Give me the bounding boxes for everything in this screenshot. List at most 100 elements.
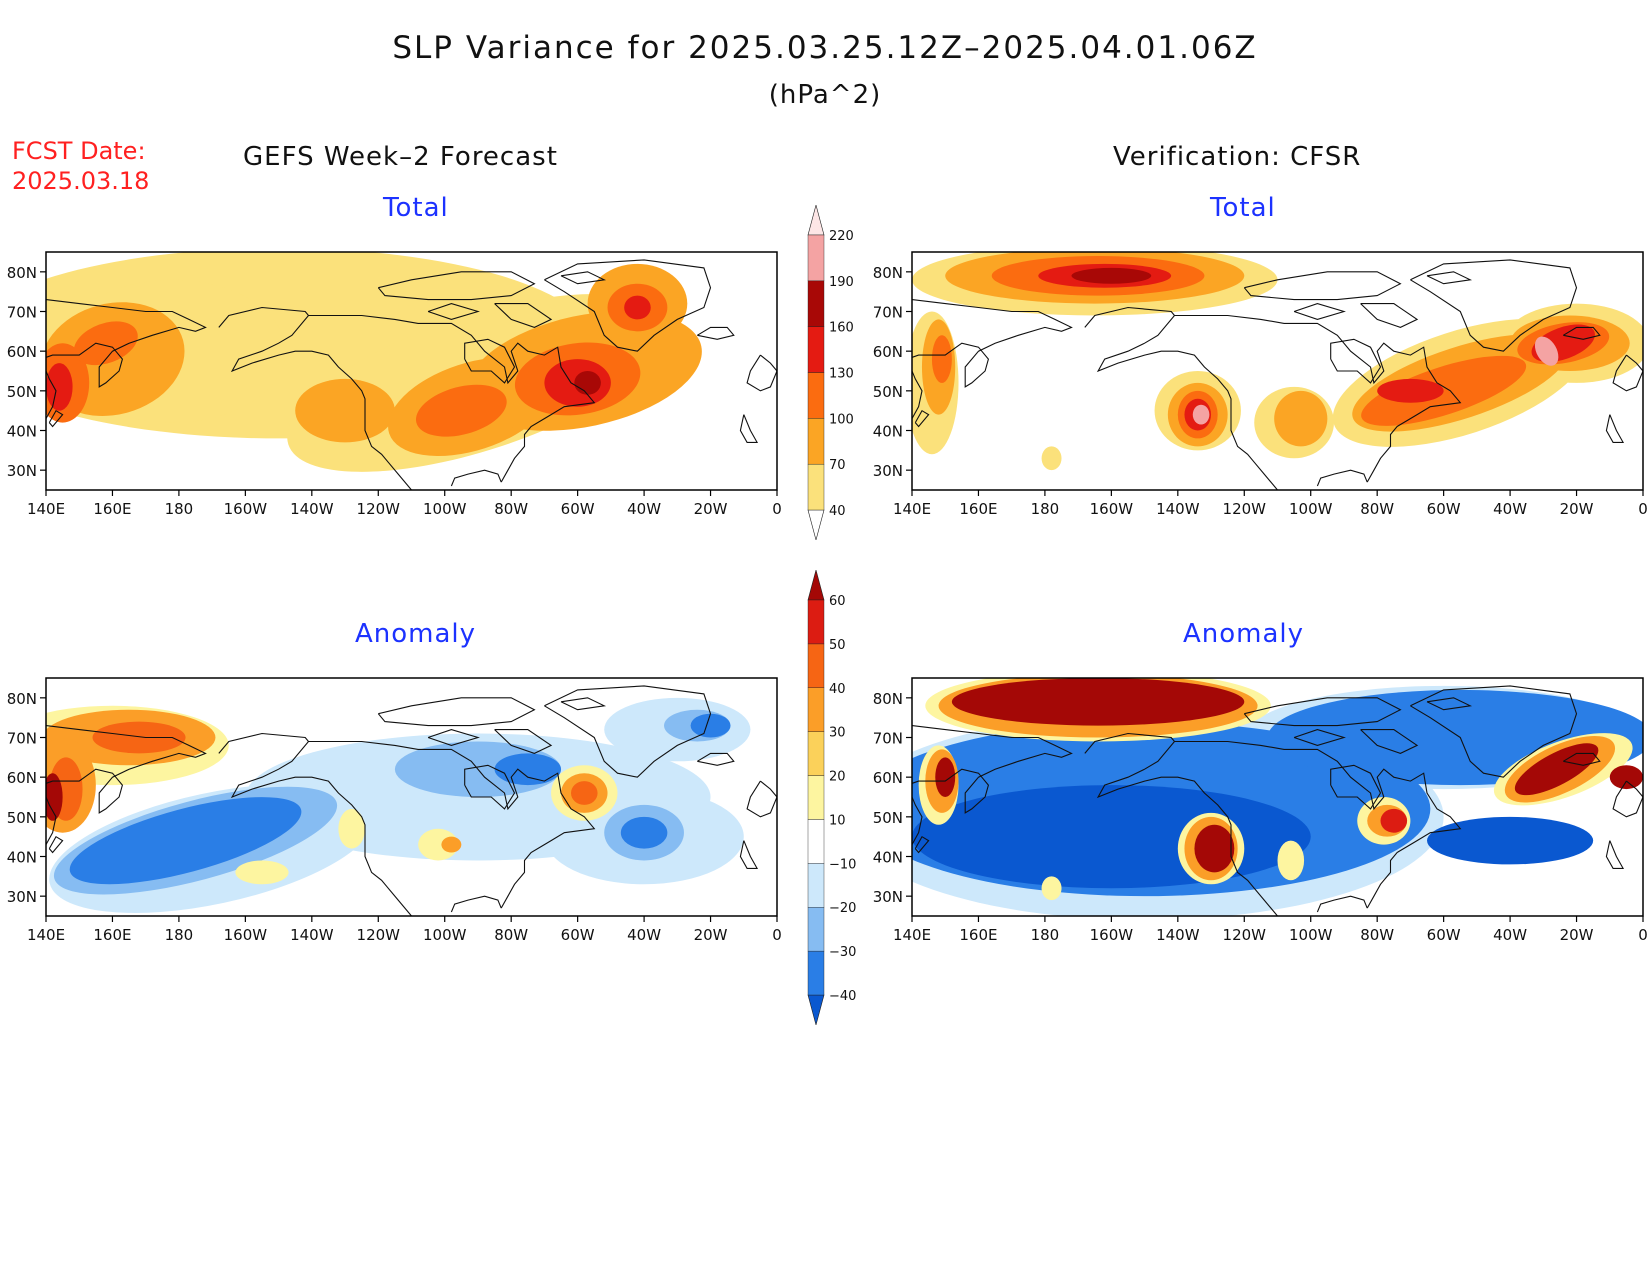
cfsr-anomaly-lon-tick: 0 xyxy=(1638,926,1648,944)
gefs-total-coastline-5 xyxy=(450,469,502,487)
gefs-anomaly-lat-tick: 50N xyxy=(7,809,37,827)
gefs-anomaly-lon-tick: 80W xyxy=(494,926,528,944)
gefs-anomaly-coastline-9 xyxy=(494,729,553,754)
cfsr-anomaly-lat-tick: 30N xyxy=(873,888,903,906)
gefs-total-coastline-4 xyxy=(464,338,516,384)
gefs-total-lat-tick: 40N xyxy=(7,423,37,441)
colorbar-total-swatch xyxy=(807,418,825,465)
gefs-anomaly-frame xyxy=(45,677,778,917)
colorbar-total-swatch xyxy=(807,326,825,373)
map-cfsr-total: 80N 70N 60N 50N 40N 30N 140E 160E 180 160W 140W 120… xyxy=(873,251,1648,518)
gefs-total-lat-tick: 50N xyxy=(7,383,37,401)
gefs-total-coastline-10 xyxy=(560,271,607,285)
cfsr-anomaly-lon-tick: 160W xyxy=(1090,926,1134,944)
colorbar-anomaly-tick-label: −30 xyxy=(829,945,856,960)
gefs-anomaly-lon-tick: 140E xyxy=(27,926,65,944)
cfsr-total-coastline-4 xyxy=(1330,338,1382,384)
right-column-title: Verification: CFSR xyxy=(1113,142,1362,172)
cfsr-total-lon-tick: 120W xyxy=(1223,500,1267,518)
colorbar-total-tick-label: 70 xyxy=(829,458,846,473)
colorbar-total-tick-label: 220 xyxy=(829,229,854,244)
colorbar-anomaly-swatch xyxy=(807,731,825,776)
gefs-anomaly-lon-tick: 120W xyxy=(357,926,401,944)
gefs-total-coastline-3 xyxy=(308,314,596,483)
cfsr-anomaly-coastline-12 xyxy=(1612,780,1643,818)
cfsr-anomaly-lon-tick: 140E xyxy=(893,926,931,944)
cfsr-anomaly-contour-20 xyxy=(1194,824,1235,873)
cfsr-anomaly-coastline-10 xyxy=(1426,697,1473,711)
cfsr-anomaly-lon-tick: 180 xyxy=(1031,926,1060,944)
cfsr-anomaly-coastline-11 xyxy=(1563,752,1601,766)
cfsr-anomaly-coastline-9 xyxy=(1360,729,1419,754)
cfsr-total-coastline-8 xyxy=(1293,303,1346,320)
colorbar-total-tick-label: 40 xyxy=(829,504,846,519)
colorbar-anomaly-tick-label: 60 xyxy=(829,594,846,609)
cfsr-anomaly-coastline-7 xyxy=(1243,697,1402,727)
cfsr-total-lon-tick: 60W xyxy=(1427,500,1461,518)
map-gefs-total: 80N 70N 60N 50N 40N 30N 140E 160E 180 160W 140W 120… xyxy=(7,251,782,518)
cfsr-total-lat-tick: 70N xyxy=(873,304,903,322)
cfsr-total-coastline-9 xyxy=(1360,303,1419,328)
cfsr-anomaly-contour-4 xyxy=(912,785,1311,889)
cfsr-anomaly-frame xyxy=(911,677,1644,917)
colorbar-anomaly-tick-label: 50 xyxy=(829,638,846,653)
gefs-total-coastline-2 xyxy=(218,306,412,490)
gefs-total-lat-tick: 80N xyxy=(7,264,37,282)
cfsr-anomaly-lon-tick: 140W xyxy=(1156,926,1200,944)
cfsr-anomaly-coastline-6 xyxy=(1410,685,1578,778)
cfsr-anomaly-coastline-2 xyxy=(1084,732,1278,916)
cfsr-anomaly-coastline-4 xyxy=(1330,764,1382,810)
gefs-total-frame xyxy=(45,251,778,491)
gefs-anomaly-contour-24 xyxy=(46,773,63,821)
cfsr-total-coastline-7 xyxy=(1243,271,1402,301)
colorbar-anomaly-top-arrow xyxy=(807,570,825,601)
gefs-total-lon-tick: 160E xyxy=(93,500,131,518)
gefs-anomaly-coastline-0 xyxy=(46,725,207,845)
cfsr-anomaly-lat-tick: 70N xyxy=(873,730,903,748)
cfsr-anomaly-lon-tick: 20W xyxy=(1560,926,1594,944)
gefs-anomaly-lon-tick: 160E xyxy=(93,926,131,944)
colorbar-total-bottom-arrow xyxy=(807,509,825,540)
gefs-anomaly-contour-20 xyxy=(441,836,462,853)
gefs-anomaly-coastlines xyxy=(46,685,777,916)
gefs-total-contour-13 xyxy=(46,363,73,411)
gefs-anomaly-coastline-11 xyxy=(697,752,735,766)
gefs-anomaly-coastline-7 xyxy=(377,697,536,727)
gefs-total-coastlines xyxy=(46,259,777,490)
cfsr-anomaly-lon-tick: 160E xyxy=(959,926,997,944)
left-column-title: GEFS Week–2 Forecast xyxy=(243,142,558,172)
colorbar-anomaly-tick-label: 40 xyxy=(829,682,846,697)
cfsr-total-lon-tick: 160W xyxy=(1090,500,1134,518)
colorbar-anomaly-swatch xyxy=(807,643,825,688)
gefs-anomaly-lon-tick: 160W xyxy=(224,926,268,944)
gefs-anomaly-coastline-4 xyxy=(464,764,516,810)
forecast-date-label: FCST Date: xyxy=(12,137,146,165)
colorbar-anomaly-tick-label: 10 xyxy=(829,813,846,828)
cfsr-total-coastline-6 xyxy=(1410,259,1578,352)
cfsr-total-lon-tick: 40W xyxy=(1493,500,1527,518)
panel-label-gefs-total: Total xyxy=(383,193,449,223)
cfsr-anomaly-coastline-13 xyxy=(1605,840,1625,869)
cfsr-anomaly-shading xyxy=(912,678,1643,916)
colorbar-total-tick-label: 100 xyxy=(829,412,854,427)
cfsr-total-lat-tick: 50N xyxy=(873,383,903,401)
cfsr-anomaly-contour-21 xyxy=(1380,808,1408,833)
gefs-anomaly-contour-11 xyxy=(690,713,731,738)
cfsr-total-contour-6 xyxy=(1041,446,1062,471)
gefs-anomaly-lat-tick: 70N xyxy=(7,730,37,748)
gefs-total-lon-tick: 120W xyxy=(357,500,401,518)
gefs-total-coastline-0 xyxy=(46,299,207,419)
gefs-total-lon-tick: 180 xyxy=(165,500,194,518)
gefs-anomaly-lat-tick: 30N xyxy=(7,888,37,906)
gefs-anomaly-contour-23 xyxy=(570,781,598,805)
cfsr-anomaly-contour-22 xyxy=(1514,743,1599,796)
colorbar-anomaly-tick-label: 30 xyxy=(829,726,846,741)
cfsr-anomaly-lon-tick: 40W xyxy=(1493,926,1527,944)
gefs-anomaly-coastline-1 xyxy=(48,835,64,854)
gefs-anomaly-lat-tick: 40N xyxy=(7,849,37,867)
gefs-total-lon-tick: 80W xyxy=(494,500,528,518)
cfsr-total-lat-tick: 30N xyxy=(873,462,903,480)
gefs-total-coastline-7 xyxy=(377,271,536,301)
gefs-anomaly-coastline-13 xyxy=(739,840,759,869)
gefs-anomaly-contour-8 xyxy=(69,797,302,885)
